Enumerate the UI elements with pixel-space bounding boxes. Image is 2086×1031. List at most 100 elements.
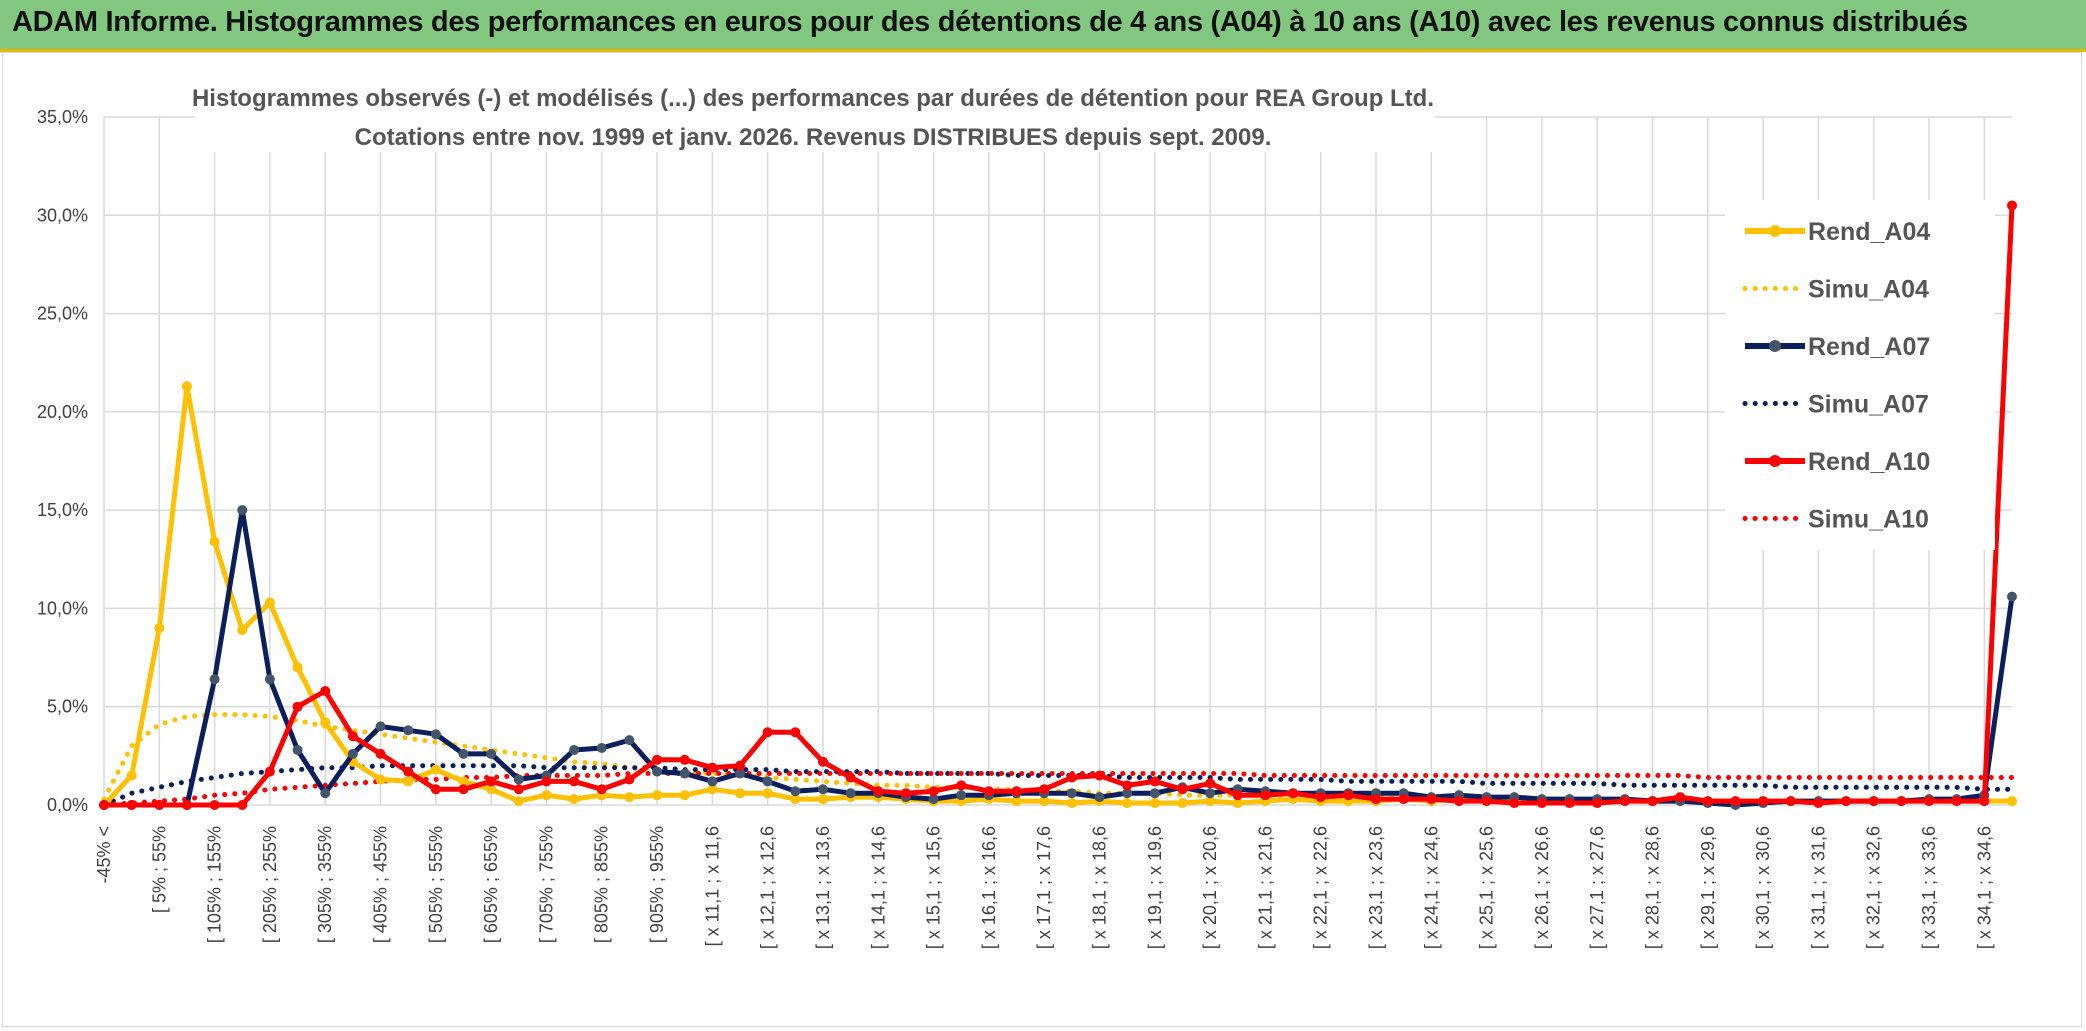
data-point — [375, 748, 386, 759]
y-tick-label: 15,0% — [37, 500, 88, 520]
data-point — [209, 536, 220, 547]
x-axis: -45% < [ 5% ; 55% [ 105% ; 155% [ 205% ; 25… — [94, 826, 1994, 949]
data-point — [928, 794, 939, 805]
data-point — [2007, 200, 2017, 211]
data-point — [320, 717, 331, 728]
x-tick-label: [ 705% ; 755% — [536, 826, 556, 943]
legend-item-Rend_A04: Rend_A04 — [1745, 218, 1930, 246]
x-tick-label: [ x 28,1 ; x 28,6 — [1643, 826, 1663, 949]
data-point — [403, 776, 414, 787]
data-point — [845, 772, 856, 783]
x-tick-label: [ x 31,1 ; x 31,6 — [1808, 826, 1828, 949]
x-tick-label: [ 905% ; 955% — [647, 826, 667, 943]
data-point — [1979, 796, 1990, 807]
data-point — [1371, 794, 1381, 805]
data-point — [569, 776, 580, 787]
x-tick-label: [ x 27,1 ; x 27,6 — [1587, 826, 1607, 949]
data-point — [541, 790, 552, 801]
data-point — [1619, 796, 1630, 807]
data-point — [1426, 794, 1437, 805]
data-point — [707, 776, 718, 787]
data-point — [762, 727, 773, 738]
x-tick-label: [ x 25,1 ; x 25,6 — [1477, 826, 1497, 949]
data-point — [1039, 796, 1050, 807]
legend-label: Simu_A10 — [1808, 506, 1929, 534]
data-point — [1011, 786, 1022, 797]
legend-label: Simu_A04 — [1808, 276, 1929, 304]
data-point — [1868, 796, 1879, 807]
data-point — [1094, 792, 1105, 803]
data-point — [1205, 788, 1216, 799]
x-tick-label: [ x 16,1 ; x 16,6 — [979, 826, 999, 949]
series-Simu_A07 — [101, 763, 2015, 808]
data-point — [1647, 796, 1658, 807]
data-point — [1675, 792, 1686, 803]
legend: Rend_A04 Simu_A04 Rend_A07 Simu_A07 Rend_A10… — [1725, 200, 1995, 550]
data-point — [1094, 770, 1105, 781]
data-point — [1066, 798, 1077, 809]
data-point — [1758, 796, 1769, 807]
x-tick-label: [ x 26,1 ; x 26,6 — [1532, 826, 1552, 949]
data-point — [624, 735, 635, 746]
data-point — [624, 774, 635, 785]
data-point — [652, 754, 663, 765]
data-point — [2007, 591, 2017, 602]
data-point — [817, 794, 828, 805]
data-point — [790, 727, 801, 738]
legend-item-Simu_A04: Simu_A04 — [1742, 276, 1929, 304]
series-Rend_A07 — [99, 505, 2017, 810]
data-point — [569, 744, 580, 755]
title-background — [195, 80, 1435, 152]
x-tick-label: [ x 19,1 ; x 19,6 — [1145, 826, 1165, 949]
data-point — [292, 744, 303, 755]
series-layer — [99, 200, 2017, 810]
x-tick-label: [ x 30,1 ; x 30,6 — [1753, 826, 1773, 949]
data-point — [181, 800, 192, 810]
data-point — [264, 766, 275, 777]
data-point — [430, 764, 441, 775]
data-point — [1896, 796, 1907, 807]
data-point — [237, 505, 248, 516]
data-point — [845, 788, 856, 799]
data-point — [209, 674, 220, 685]
data-point — [679, 790, 690, 801]
data-point — [375, 721, 386, 732]
series-line-Rend_A07 — [104, 507, 2015, 808]
legend-item-Rend_A07: Rend_A07 — [1745, 333, 1930, 361]
data-point — [1453, 796, 1464, 807]
data-point — [956, 790, 967, 801]
data-point — [126, 770, 137, 781]
x-tick-label: [ x 32,1 ; x 32,6 — [1864, 826, 1884, 949]
data-point — [1149, 798, 1160, 809]
data-point — [486, 748, 497, 759]
data-point — [817, 784, 828, 795]
x-tick-label: [ x 13,1 ; x 13,6 — [813, 826, 833, 949]
data-point — [1785, 796, 1796, 807]
x-tick-label: [ x 18,1 ; x 18,6 — [1089, 826, 1109, 949]
chart-frame — [2, 52, 2082, 1027]
x-tick-label: [ x 22,1 ; x 22,6 — [1311, 826, 1331, 949]
data-point — [1564, 798, 1575, 809]
data-point — [430, 784, 441, 795]
data-point — [983, 786, 994, 797]
data-point — [1592, 798, 1603, 809]
data-point — [679, 768, 690, 779]
data-point — [762, 788, 773, 799]
data-point — [403, 766, 414, 777]
x-tick-label: [ x 29,1 ; x 29,6 — [1698, 826, 1718, 949]
data-point — [292, 701, 303, 712]
data-point — [209, 800, 220, 810]
data-point — [1177, 798, 1188, 809]
data-point — [652, 790, 663, 801]
data-point — [1951, 796, 1962, 807]
data-point — [541, 776, 552, 787]
chart-title: Histogrammes observés (-) et modélisés (… — [192, 85, 1434, 112]
data-point — [1260, 790, 1271, 801]
data-point — [375, 774, 386, 785]
data-point — [1177, 784, 1188, 795]
data-point — [1066, 788, 1077, 799]
legend-label: Simu_A07 — [1808, 391, 1929, 419]
data-point — [1066, 772, 1077, 783]
data-point — [790, 794, 801, 805]
data-point — [458, 784, 469, 795]
